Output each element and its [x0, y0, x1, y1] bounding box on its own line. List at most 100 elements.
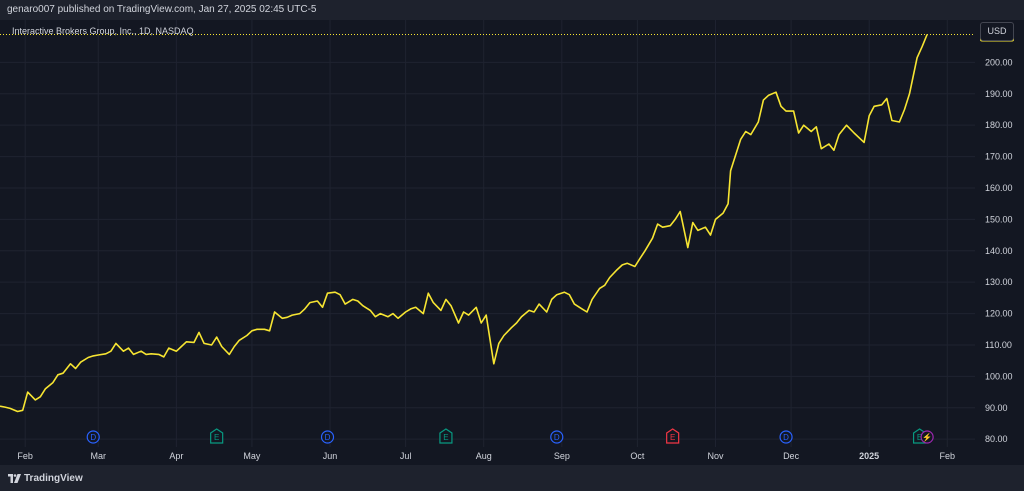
data-point: [52, 382, 54, 384]
data-point: [110, 350, 112, 352]
x-tick-label: Jun: [323, 451, 338, 461]
data-point: [521, 316, 523, 318]
data-point: [475, 306, 477, 308]
data-point: [715, 218, 717, 220]
y-tick-label: 110.00: [985, 340, 1012, 350]
data-point: [652, 237, 654, 239]
data-point: [92, 355, 94, 357]
data-point: [586, 311, 588, 313]
earnings-marker: [210, 428, 224, 444]
x-tick-label: Feb: [17, 451, 33, 461]
x-axis: Feb Mar Apr May Jun Jul Aug Sep Oct Nov Dec 2025 Feb: [17, 451, 955, 461]
x-tick-label: 2025: [859, 451, 879, 461]
x-tick-label: Sep: [554, 451, 570, 461]
y-tick-label: 180.00: [985, 120, 1013, 130]
data-point: [838, 134, 840, 136]
y-axis: 80.00 90.00 100.00 110.00 120.00 130.00 140.00…: [985, 57, 1013, 444]
data-point: [591, 298, 593, 300]
y-tick-label: 160.00: [985, 183, 1013, 193]
y-tick-label: 130.00: [985, 277, 1013, 287]
data-point: [780, 105, 782, 107]
currency-button[interactable]: USD: [980, 22, 1014, 41]
data-point: [626, 262, 628, 264]
y-tick-label: 200.00: [985, 57, 1013, 67]
chart-grid: [0, 20, 975, 447]
x-tick-label: Oct: [630, 451, 645, 461]
data-point: [150, 353, 152, 355]
data-point: [730, 170, 732, 172]
dividend-marker-label: D: [554, 433, 560, 442]
x-tick-label: Dec: [783, 451, 800, 461]
data-point: [563, 291, 565, 293]
data-point: [291, 314, 293, 316]
data-point: [410, 308, 412, 310]
data-point: [211, 344, 213, 346]
data-point: [485, 314, 487, 316]
data-point: [405, 311, 407, 313]
earnings-marker-label: E: [917, 433, 922, 442]
x-tick-label: Feb: [940, 451, 956, 461]
dividend-marker-label: D: [783, 433, 789, 442]
y-tick-label: 120.00: [985, 309, 1013, 319]
data-point: [692, 222, 694, 224]
data-point: [168, 347, 170, 349]
tradingview-logo-icon: [8, 474, 21, 483]
data-point: [238, 339, 240, 341]
data-point: [503, 335, 505, 337]
data-point: [810, 131, 812, 133]
x-tick-label: Nov: [707, 451, 724, 461]
data-point: [44, 388, 46, 390]
data-point: [662, 226, 664, 228]
data-point: [105, 353, 107, 355]
symbol-title: Interactive Brokers Group, Inc., 1D, NAS…: [12, 26, 194, 36]
data-point: [546, 311, 548, 313]
data-point: [604, 284, 606, 286]
data-point: [344, 303, 346, 305]
y-tick-label: 150.00: [985, 214, 1013, 224]
data-point: [480, 322, 482, 324]
data-point: [256, 328, 258, 330]
y-tick-label: 90.00: [985, 403, 1008, 413]
data-point: [881, 104, 883, 106]
data-point: [657, 223, 659, 225]
data-point: [304, 308, 306, 310]
data-point: [815, 126, 817, 128]
data-point: [669, 225, 671, 227]
data-point: [334, 291, 336, 293]
data-point: [185, 341, 187, 343]
data-point: [704, 226, 706, 228]
data-point: [87, 357, 89, 359]
data-point: [493, 363, 495, 365]
publisher-text: genaro007 published on TradingView.com, …: [7, 4, 317, 15]
data-point: [22, 409, 24, 411]
earnings-marker-label: E: [214, 433, 219, 442]
data-point: [599, 287, 601, 289]
data-point: [27, 391, 29, 393]
data-point: [833, 149, 835, 151]
data-point: [873, 105, 875, 107]
data-point: [904, 109, 906, 111]
data-point: [264, 328, 266, 330]
split-marker-label: ⚡: [922, 432, 932, 442]
data-point: [75, 368, 77, 370]
data-point: [221, 346, 223, 348]
data-point: [422, 313, 424, 315]
data-point: [803, 124, 805, 126]
data-point: [868, 115, 870, 117]
data-point: [556, 294, 558, 296]
data-point: [916, 57, 918, 59]
data-point: [463, 311, 465, 313]
data-point: [115, 342, 117, 344]
data-point: [339, 294, 341, 296]
data-point: [445, 298, 447, 300]
data-point: [233, 346, 235, 348]
data-point: [538, 303, 540, 305]
data-point: [70, 363, 72, 365]
dividend-marker-label: D: [325, 433, 331, 442]
data-point: [145, 353, 147, 355]
data-point: [352, 298, 354, 300]
data-point: [362, 305, 364, 307]
brand-name: TradingView: [24, 473, 83, 484]
data-point: [674, 218, 676, 220]
